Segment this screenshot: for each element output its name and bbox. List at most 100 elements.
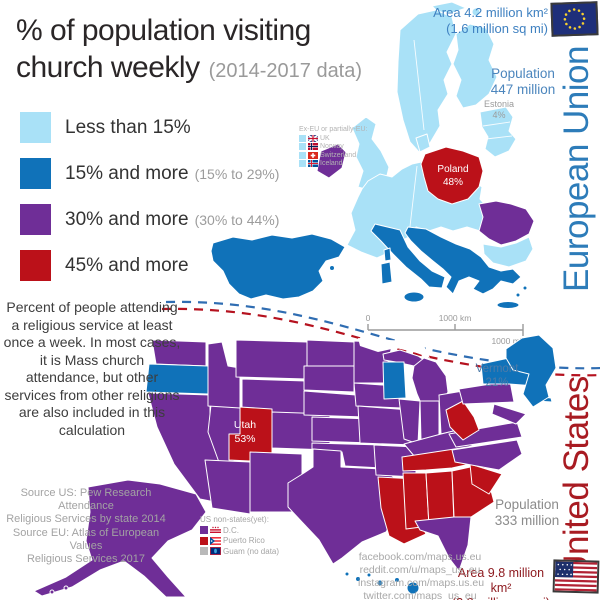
state-montana [235,339,308,380]
state-alaska [33,479,207,598]
region-romania [478,200,535,246]
region-aegean-island-2 [515,292,521,298]
us-inset-legend: US non-states(yet): D.C. Puerto Rico Gua… [200,515,279,556]
region-iberia [210,233,346,300]
facebook-link[interactable]: facebook.com/maps.us.eu [358,551,482,563]
us-area-text: Area 9.8 million km² (3.8 million sq mi) [452,566,550,600]
region-scandinavia [396,9,457,153]
legend-row-30to44: 30% and more (30% to 44%) [20,204,279,235]
state-north-carolina [451,439,523,471]
45plus-swatch [200,536,208,545]
reddit-link[interactable]: reddit.com/u/maps_us_eu [359,564,481,576]
eu-population-text: Population 447 million [490,66,556,97]
30to44-swatch [200,526,208,534]
lake-superior [358,338,430,358]
state-wisconsin [382,361,407,400]
eu-inset-row-uk: UK [299,134,367,142]
scale-bar: 0 1000 km 1000 miles [366,313,533,346]
guam-flag-icon [210,547,221,555]
eu-inset-row-norway: Norway [299,143,367,150]
legend-label: 45% and more [65,254,189,276]
iceland-flag-icon [308,160,318,167]
state-florida [414,516,472,572]
state-idaho [207,341,241,409]
region-finland [452,23,498,109]
twitter-link[interactable]: twitter.com/maps_us_eu [363,590,477,600]
legend-swatch-45plus [20,250,51,281]
poland-label: Poland 48% [437,164,469,188]
description-text: Percent of people attending a religious … [3,299,181,438]
eu-inset-legend: Ex-EU or partially-EU: UK Norway Switzer… [299,126,367,167]
eu-flag-icon [550,1,599,37]
us-inset-row-dc: D.C. [200,526,279,535]
region-sardinia [380,261,393,285]
social-links: facebook.com/maps.us.eu reddit.com/u/map… [358,551,485,600]
legend-label: 30% and more [65,208,189,230]
state-texas [287,448,400,565]
title-line-2: church weekly (2014-2017 data) [16,51,363,84]
legend-note: (30% to 44%) [194,211,280,228]
utah-label: Utah 53% [233,419,257,445]
us-map [33,334,557,598]
state-north-dakota [306,339,355,367]
legend-swatch-30to44 [20,204,51,235]
region-crete [496,301,520,309]
scale-km-label: 1000 km [439,313,472,323]
state-indiana [419,400,440,441]
state-alaska-aleutians [49,589,55,595]
state-utah [228,406,273,463]
lt15-swatch [299,143,306,150]
source-us: Source US: Pew Research Attendance Relig… [6,487,166,525]
instagram-link[interactable]: instagram.com/maps.us.eu [358,577,485,589]
nodata-swatch [200,547,208,555]
lt15-swatch [299,160,306,167]
legend-swatch-lt15 [20,112,51,143]
state-maryland-delaware [491,403,527,425]
state-hawaii [344,571,420,595]
region-sicily [403,291,425,303]
state-south-carolina [469,463,503,495]
region-corsica [383,247,392,262]
us-inset-title: US non-states(yet): [200,515,269,524]
source-eu: Source EU: Atlas of European Values Reli… [12,527,160,565]
region-aegean-island [522,285,528,291]
us-population-text: Population 333 million [494,497,560,528]
us-inset-row-guam: Guam (no data) [200,547,279,556]
title-subtitle: (2014-2017 data) [208,60,363,82]
region-bulgaria [482,236,534,268]
europe-map [210,1,535,309]
switzerland-flag-icon [308,151,318,159]
eu-area-text: Area 4.2 million km² (1.6 million sq mi) [433,5,548,36]
dc-flag-icon [210,526,221,534]
scale-miles-label: 1000 miles [491,336,532,346]
lt15-swatch [299,151,306,159]
region-ireland [316,143,347,179]
lt15-swatch [299,134,306,142]
legend-row-lt15: Less than 15% [20,112,279,143]
region-denmark [415,133,431,153]
region-baltic-states [479,106,517,158]
vermont-label: Vermont 21% [475,363,519,389]
page-title: % of population visiting church weekly (2… [16,12,362,90]
region-poland [420,146,484,205]
eu-inset-title: Ex-EU or partially-EU: [299,126,368,133]
state-arizona [204,459,251,515]
estonia-label: Estonia 4% [483,99,515,120]
us-flag-icon [552,559,600,594]
norway-flag-icon [308,143,318,150]
legend-row-15to29: 15% and more (15% to 29%) [20,158,279,189]
uk-flag-icon [308,134,318,142]
eu-inset-row-switzerland: Switzerland [299,151,367,159]
scale-bar-line [367,324,524,336]
us-inset-row-puerto-rico: Puerto Rico [200,536,279,545]
eu-region-title: European Union [557,46,596,292]
legend-row-45plus: 45% and more [20,250,279,281]
region-italy [370,223,446,289]
legend-note: (15% to 29%) [194,165,280,182]
title-line-1: % of population visiting [16,14,311,47]
legend-label: Less than 15% [65,116,191,138]
state-virginia [448,421,523,448]
eu-inset-row-iceland: Iceland [299,160,367,167]
